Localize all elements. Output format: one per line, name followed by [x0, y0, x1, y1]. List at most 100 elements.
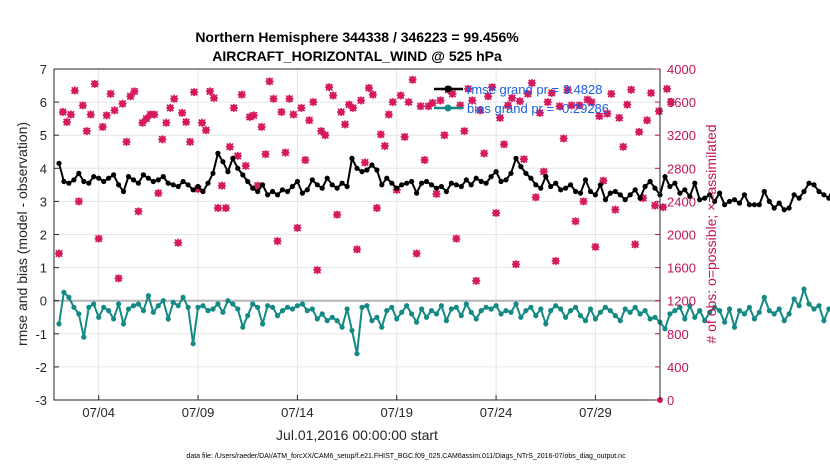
- y-axis-label: rmse and bias (model - observation): [14, 122, 30, 346]
- rmse-point: [582, 177, 589, 183]
- rmse-point: [409, 178, 415, 185]
- bias-point: [289, 306, 295, 312]
- bias-point: [503, 308, 509, 314]
- obs-assimilated-point: [170, 94, 179, 103]
- bias-point: [568, 308, 574, 314]
- legend-rmse-marker: [444, 85, 452, 93]
- obs-assimilated-point: [130, 87, 139, 96]
- obs-assimilated-point: [186, 137, 195, 146]
- bias-point: [468, 309, 474, 315]
- bias-point: [145, 293, 151, 299]
- rmse-point: [359, 169, 365, 175]
- rmse-point: [86, 180, 92, 186]
- obs-assimilated-point: [325, 83, 334, 92]
- rmse-point: [140, 172, 146, 178]
- y-tick-label: -3: [35, 393, 47, 408]
- bias-point: [582, 318, 589, 324]
- bias-point: [120, 321, 127, 327]
- data-file-footer: data file: /Users/raeder/DAI/ATM_forcXX/…: [186, 453, 626, 460]
- obs-count-series: [54, 75, 675, 403]
- bias-point: [548, 308, 554, 314]
- obs-assimilated-point: [277, 108, 286, 117]
- bias-point: [736, 308, 743, 314]
- bias-point: [250, 301, 256, 307]
- rmse-point: [364, 167, 370, 173]
- obs-assimilated-point: [158, 135, 167, 144]
- bias-point: [627, 309, 633, 315]
- bias-point: [513, 301, 519, 307]
- bias-point: [662, 326, 668, 332]
- obs-assimilated-point: [380, 141, 389, 150]
- legend-rmse-label: rmse grand pr = 3.4828: [467, 82, 603, 97]
- obs-assimilated-point: [245, 112, 254, 121]
- obs-assimilated-point: [555, 102, 564, 111]
- obs-assimilated-point: [297, 103, 306, 112]
- obs-assimilated-point: [615, 113, 624, 122]
- rmse-point: [821, 192, 827, 198]
- bias-point: [314, 316, 320, 322]
- rmse-point: [96, 175, 102, 181]
- obs-assimilated-point: [301, 156, 310, 165]
- rmse-point: [274, 192, 281, 198]
- obs-assimilated-point: [547, 88, 556, 97]
- bias-series: [56, 285, 830, 357]
- obs-assimilated-point: [579, 197, 588, 206]
- bias-point: [528, 304, 534, 310]
- x-tick-label: 07/24: [480, 405, 513, 420]
- obs-assimilated-point: [527, 79, 536, 88]
- obs-assimilated-point: [639, 194, 648, 203]
- obs-assimilated-point: [205, 87, 214, 96]
- bias-point: [304, 308, 310, 314]
- bias-point: [558, 306, 564, 312]
- rmse-point: [419, 180, 425, 186]
- obs-assimilated-point: [333, 210, 342, 219]
- bias-point: [364, 303, 370, 309]
- y2-tick-label: 1600: [667, 261, 696, 276]
- obs-assimilated-point: [114, 274, 123, 283]
- rmse-point: [443, 188, 449, 195]
- obs-assimilated-point: [420, 156, 429, 165]
- obs-assimilated-point: [353, 245, 361, 254]
- bias-point: [761, 294, 767, 300]
- rmse-point: [518, 164, 524, 170]
- rmse-point: [379, 182, 385, 188]
- obs-assimilated-point: [142, 114, 151, 123]
- obs-assimilated-point: [655, 107, 664, 116]
- rmse-point: [622, 197, 628, 203]
- bias-point: [195, 304, 201, 310]
- obs-assimilated-point: [90, 79, 99, 88]
- obs-assimilated-point: [166, 103, 175, 112]
- bias-point: [731, 324, 738, 330]
- bias-point: [379, 324, 385, 330]
- bias-point: [274, 313, 281, 319]
- bias-point: [756, 309, 762, 315]
- bias-point: [414, 319, 420, 325]
- bias-point: [746, 304, 753, 310]
- obs-assimilated-point: [337, 108, 346, 117]
- bias-point: [463, 301, 469, 307]
- bias-point: [349, 327, 355, 334]
- legend-bias-label: bias grand pr = -0.29286: [467, 101, 609, 116]
- obs-assimilated-point: [662, 84, 671, 93]
- obs-assimilated-point: [249, 111, 258, 120]
- rmse-point: [210, 170, 216, 176]
- bias-point: [294, 303, 300, 309]
- y-tick-label: 6: [40, 95, 47, 110]
- bias-point: [175, 303, 181, 309]
- obs-assimilated-point: [229, 103, 238, 112]
- y-tick-label: -2: [35, 360, 47, 375]
- obs-assimilated-point: [201, 126, 210, 135]
- obs-assimilated-point: [456, 101, 465, 110]
- y-tick-label: 3: [40, 194, 47, 209]
- bias-point: [652, 314, 658, 320]
- bias-point: [806, 301, 812, 307]
- bias-point: [751, 316, 758, 322]
- bias-point: [369, 318, 375, 324]
- bias-point: [111, 316, 117, 322]
- bias-point: [458, 313, 464, 319]
- rmse-point: [369, 162, 375, 168]
- y2-tick-label: 0: [667, 393, 674, 408]
- bias-point: [155, 303, 161, 309]
- bias-point: [488, 306, 494, 312]
- rmse-point: [816, 188, 822, 195]
